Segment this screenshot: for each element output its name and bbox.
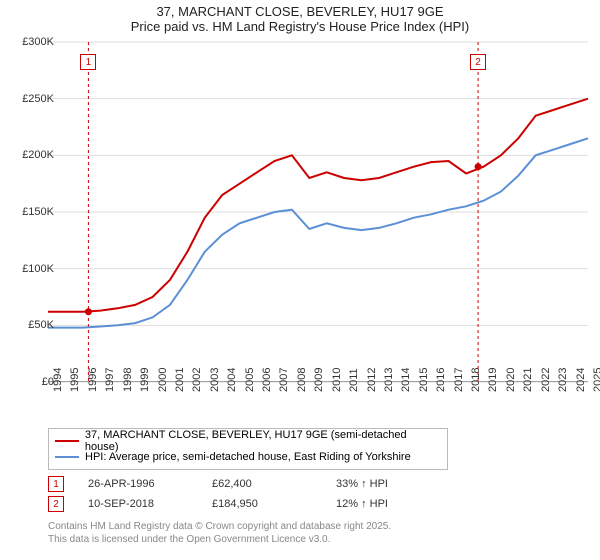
x-tick-label: 2022 <box>540 368 552 392</box>
x-tick-label: 2015 <box>418 368 430 392</box>
x-tick-label: 2005 <box>244 368 256 392</box>
y-tick-label: £250K <box>22 93 54 105</box>
x-tick-label: 2008 <box>296 368 308 392</box>
y-tick-label: £50K <box>28 319 54 331</box>
chart-title-line1: 37, MARCHANT CLOSE, BEVERLEY, HU17 9GE <box>0 4 600 19</box>
legend: 37, MARCHANT CLOSE, BEVERLEY, HU17 9GE (… <box>48 428 448 470</box>
x-tick-label: 1999 <box>139 368 151 392</box>
legend-label-hpi: HPI: Average price, semi-detached house,… <box>85 451 411 463</box>
marker-row-2: 2 10-SEP-2018 £184,950 12% ↑ HPI <box>48 494 436 514</box>
x-tick-label: 1995 <box>69 368 81 392</box>
x-tick-label: 2010 <box>331 368 343 392</box>
chart-svg <box>48 42 588 382</box>
x-tick-label: 2009 <box>313 368 325 392</box>
marker-row-1: 1 26-APR-1996 £62,400 33% ↑ HPI <box>48 474 436 494</box>
y-tick-label: £100K <box>22 263 54 275</box>
marker-price-1: £62,400 <box>212 478 312 490</box>
legend-item-hpi: HPI: Average price, semi-detached house,… <box>55 449 441 465</box>
x-tick-label: 2024 <box>575 368 587 392</box>
x-tick-label: 1996 <box>87 368 99 392</box>
x-tick-label: 2007 <box>278 368 290 392</box>
y-tick-label: £200K <box>22 149 54 161</box>
chart-container: 37, MARCHANT CLOSE, BEVERLEY, HU17 9GE P… <box>0 0 600 560</box>
x-tick-label: 2025 <box>592 368 600 392</box>
footnote: Contains HM Land Registry data © Crown c… <box>48 520 391 546</box>
y-tick-label: £300K <box>22 36 54 48</box>
x-tick-label: 2011 <box>348 368 360 392</box>
x-tick-label: 2023 <box>557 368 569 392</box>
footnote-line1: Contains HM Land Registry data © Crown c… <box>48 520 391 533</box>
x-tick-label: 2018 <box>470 368 482 392</box>
chart-marker-badge: 2 <box>470 54 486 70</box>
marker-date-1: 26-APR-1996 <box>88 478 188 490</box>
footnote-line2: This data is licensed under the Open Gov… <box>48 533 391 546</box>
y-tick-label: £150K <box>22 206 54 218</box>
x-tick-label: 2020 <box>505 368 517 392</box>
chart-title-block: 37, MARCHANT CLOSE, BEVERLEY, HU17 9GE P… <box>0 0 600 36</box>
x-tick-label: 2000 <box>157 368 169 392</box>
legend-swatch-price-paid <box>55 440 79 442</box>
marker-num-2: 2 <box>48 496 64 512</box>
x-tick-label: 2013 <box>383 368 395 392</box>
x-tick-label: 2001 <box>174 368 186 392</box>
plot-area <box>48 42 588 382</box>
x-tick-label: 2004 <box>226 368 238 392</box>
marker-date-2: 10-SEP-2018 <box>88 498 188 510</box>
chart-marker-badge: 1 <box>80 54 96 70</box>
x-tick-label: 2002 <box>191 368 203 392</box>
x-tick-label: 2021 <box>522 368 534 392</box>
marker-num-1: 1 <box>48 476 64 492</box>
chart-title-line2: Price paid vs. HM Land Registry's House … <box>0 19 600 34</box>
x-tick-label: 2003 <box>209 368 221 392</box>
x-tick-label: 2019 <box>487 368 499 392</box>
legend-label-price-paid: 37, MARCHANT CLOSE, BEVERLEY, HU17 9GE (… <box>85 429 441 453</box>
x-tick-label: 2017 <box>453 368 465 392</box>
x-tick-label: 1997 <box>104 368 116 392</box>
legend-item-price-paid: 37, MARCHANT CLOSE, BEVERLEY, HU17 9GE (… <box>55 433 441 449</box>
x-tick-label: 2014 <box>400 368 412 392</box>
legend-swatch-hpi <box>55 456 79 458</box>
x-tick-label: 1994 <box>52 368 64 392</box>
x-tick-label: 2012 <box>366 368 378 392</box>
marker-delta-1: 33% ↑ HPI <box>336 478 436 490</box>
marker-delta-2: 12% ↑ HPI <box>336 498 436 510</box>
x-tick-label: 1998 <box>122 368 134 392</box>
marker-price-2: £184,950 <box>212 498 312 510</box>
marker-table: 1 26-APR-1996 £62,400 33% ↑ HPI 2 10-SEP… <box>48 474 436 514</box>
x-tick-label: 2016 <box>435 368 447 392</box>
x-tick-label: 2006 <box>261 368 273 392</box>
